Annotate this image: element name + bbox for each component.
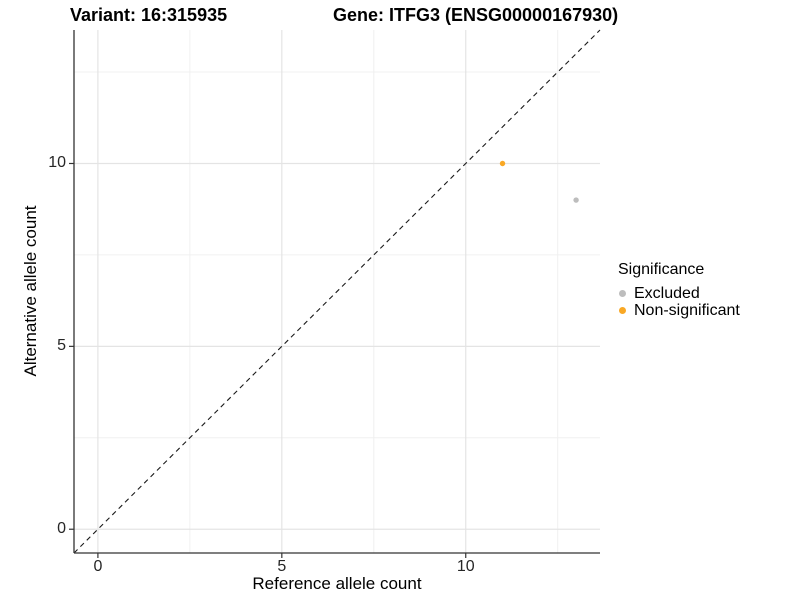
y-tick-label: 0	[57, 520, 66, 538]
y-tick-label: 5	[57, 337, 66, 355]
x-tick-label: 10	[456, 558, 475, 575]
data-point-excluded	[573, 197, 579, 203]
legend-dot-icon	[619, 290, 626, 297]
variant-title: Variant: 16:315935	[70, 5, 228, 25]
gene-title: Gene: ITFG3 (ENSG00000167930)	[333, 5, 619, 25]
x-tick-label: 5	[277, 558, 287, 575]
x-tick-label: 0	[93, 558, 103, 575]
legend-dot-icon	[619, 307, 626, 314]
legend-items: Excluded Non-significant	[616, 285, 740, 319]
legend-item: Excluded	[616, 285, 740, 302]
data-point-non-significant	[499, 160, 506, 167]
y-tick-label: 10	[48, 154, 66, 172]
y-axis-title: Alternative allele count	[21, 205, 40, 377]
x-axis-title: Reference allele count	[252, 574, 422, 593]
legend-item: Non-significant	[616, 302, 740, 319]
legend: Significance Excluded Non-significant	[616, 261, 740, 319]
legend-item-label: Excluded	[634, 284, 700, 302]
identity-line	[73, 29, 601, 554]
legend-title: Significance	[618, 261, 705, 278]
legend-item-label: Non-significant	[634, 301, 740, 319]
